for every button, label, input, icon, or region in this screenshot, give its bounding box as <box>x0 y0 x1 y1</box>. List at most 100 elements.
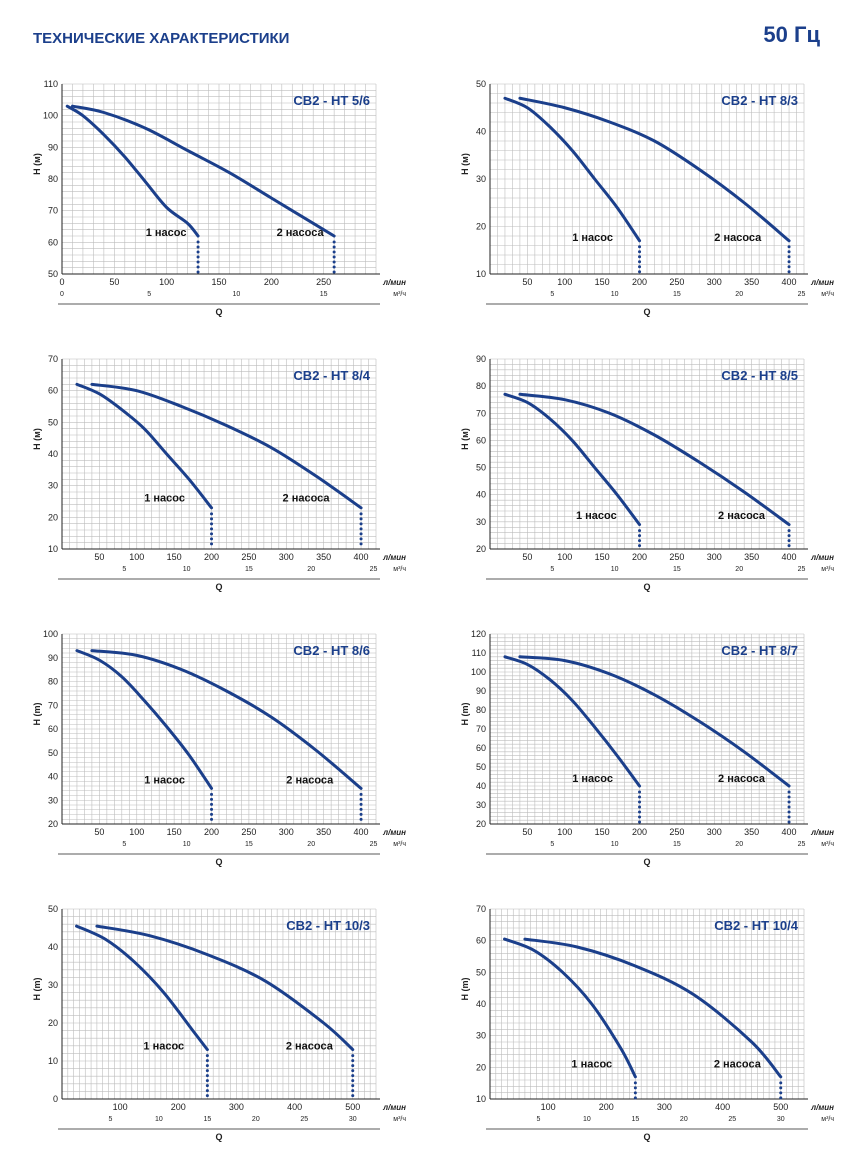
y-tick-label: 80 <box>476 381 486 391</box>
x-tick-label: 100 <box>557 552 572 562</box>
x2-tick-label: 20 <box>307 566 315 573</box>
x-tick-label: 400 <box>354 552 369 562</box>
x2-unit-label: м³/ч <box>393 566 406 573</box>
x-tick-label: 50 <box>109 277 119 287</box>
x2-tick-label: 5 <box>147 291 151 298</box>
y-tick-label: 90 <box>48 653 58 663</box>
x2-tick-label: 20 <box>735 841 743 848</box>
x2-unit-label: м³/ч <box>393 841 406 848</box>
x-tick-label: 150 <box>595 277 610 287</box>
x-unit-label: л/мин <box>810 553 834 562</box>
series-1: 1 насос <box>75 924 209 1098</box>
grid <box>61 633 377 825</box>
y-tick-label: 60 <box>48 237 58 247</box>
x-axis-label: Q <box>215 1132 222 1142</box>
x-tick-label: 350 <box>744 827 759 837</box>
x2-tick-label: 25 <box>728 1116 736 1123</box>
series-label: 2 насоса <box>714 232 762 244</box>
series-line <box>90 382 363 510</box>
x2-tick-label: 0 <box>60 291 64 298</box>
y-tick-label: 100 <box>43 629 58 639</box>
chart-title: CB2 - HT 8/3 <box>721 93 798 108</box>
y-tick-label: 20 <box>476 222 486 232</box>
series-line <box>95 924 355 1052</box>
grid <box>489 908 805 1100</box>
x-unit-label: л/мин <box>382 828 406 837</box>
end-dot <box>359 807 363 811</box>
end-dot <box>638 260 642 264</box>
end-dot <box>638 805 642 809</box>
end-dot <box>210 527 214 531</box>
y-axis-label: H (m) <box>32 703 42 726</box>
end-dot <box>359 542 363 546</box>
end-dot <box>787 815 791 819</box>
series-label: 1 насос <box>576 510 617 522</box>
end-dot <box>359 812 363 816</box>
series-2: 2 насоса <box>518 655 791 824</box>
end-dot <box>359 797 363 801</box>
grid <box>61 83 377 275</box>
end-dot <box>638 544 642 548</box>
x2-tick-label: 20 <box>735 566 743 573</box>
series-label: 1 насос <box>144 775 185 787</box>
chart-cb2-ht-8-3: 10 20 30 40 50 H (м) 50 100 150 200 250 300 350 400 л/… <box>460 79 834 317</box>
series-line <box>90 649 363 790</box>
end-dot <box>787 810 791 814</box>
end-dot <box>638 790 642 794</box>
x-tick-label: 200 <box>204 827 219 837</box>
x-tick-label: 400 <box>715 1102 730 1112</box>
series-label: 2 насоса <box>286 1041 334 1053</box>
chart-title: CB2 - HT 5/6 <box>293 93 370 108</box>
end-dot <box>210 812 214 816</box>
series-line <box>75 382 214 510</box>
y-tick-label: 30 <box>476 800 486 810</box>
x-tick-label: 150 <box>211 277 226 287</box>
end-dot <box>196 265 200 269</box>
y-tick-label: 40 <box>476 999 486 1009</box>
x2-tick-label: 10 <box>583 1116 591 1123</box>
end-dot <box>633 1091 637 1095</box>
series-line <box>70 104 336 238</box>
y-tick-label: 50 <box>476 762 486 772</box>
end-dot <box>787 245 791 249</box>
y-tick-label: 70 <box>48 206 58 216</box>
end-dot <box>638 265 642 269</box>
y-tick-label: 20 <box>476 1062 486 1072</box>
end-dot <box>787 539 791 543</box>
grid <box>61 358 377 550</box>
end-dot <box>633 1081 637 1085</box>
x2-tick-label: 25 <box>798 566 806 573</box>
y-tick-label: 40 <box>48 772 58 782</box>
x-tick-label: 250 <box>669 277 684 287</box>
y-tick-label: 50 <box>476 79 486 89</box>
x-tick-label: 400 <box>287 1102 302 1112</box>
x-tick-label: 200 <box>632 552 647 562</box>
chart-cb2-ht-10-3: 0 10 20 30 40 50 H (m) 100 200 300 400 500 л/мин 5 10 1… <box>32 904 406 1142</box>
x-tick-label: 350 <box>316 827 331 837</box>
y-tick-label: 110 <box>472 648 486 658</box>
y-axis-label: H (m) <box>460 978 470 1001</box>
x2-tick-label: 25 <box>370 841 378 848</box>
x2-tick-label: 30 <box>777 1116 785 1123</box>
end-dot <box>638 270 642 274</box>
x2-tick-label: 25 <box>370 566 378 573</box>
end-dot <box>205 1064 209 1068</box>
end-dot <box>210 512 214 516</box>
series-label: 2 насоса <box>718 510 766 522</box>
y-axis-label: H (m) <box>32 978 42 1001</box>
x-tick-label: 100 <box>541 1102 556 1112</box>
end-dot <box>351 1064 355 1068</box>
y-tick-label: 100 <box>43 111 58 121</box>
x-tick-label: 200 <box>599 1102 614 1112</box>
end-dot <box>779 1091 783 1095</box>
x2-tick-label: 15 <box>631 1116 639 1123</box>
x-tick-label: 350 <box>744 277 759 287</box>
end-dot <box>351 1084 355 1088</box>
end-dot <box>351 1074 355 1078</box>
chart-title: CB2 - HT 8/7 <box>721 643 798 658</box>
end-dot <box>638 800 642 804</box>
end-dot <box>359 522 363 526</box>
end-dot <box>210 817 214 821</box>
end-dot <box>359 802 363 806</box>
series-2: 2 насоса <box>70 104 336 274</box>
